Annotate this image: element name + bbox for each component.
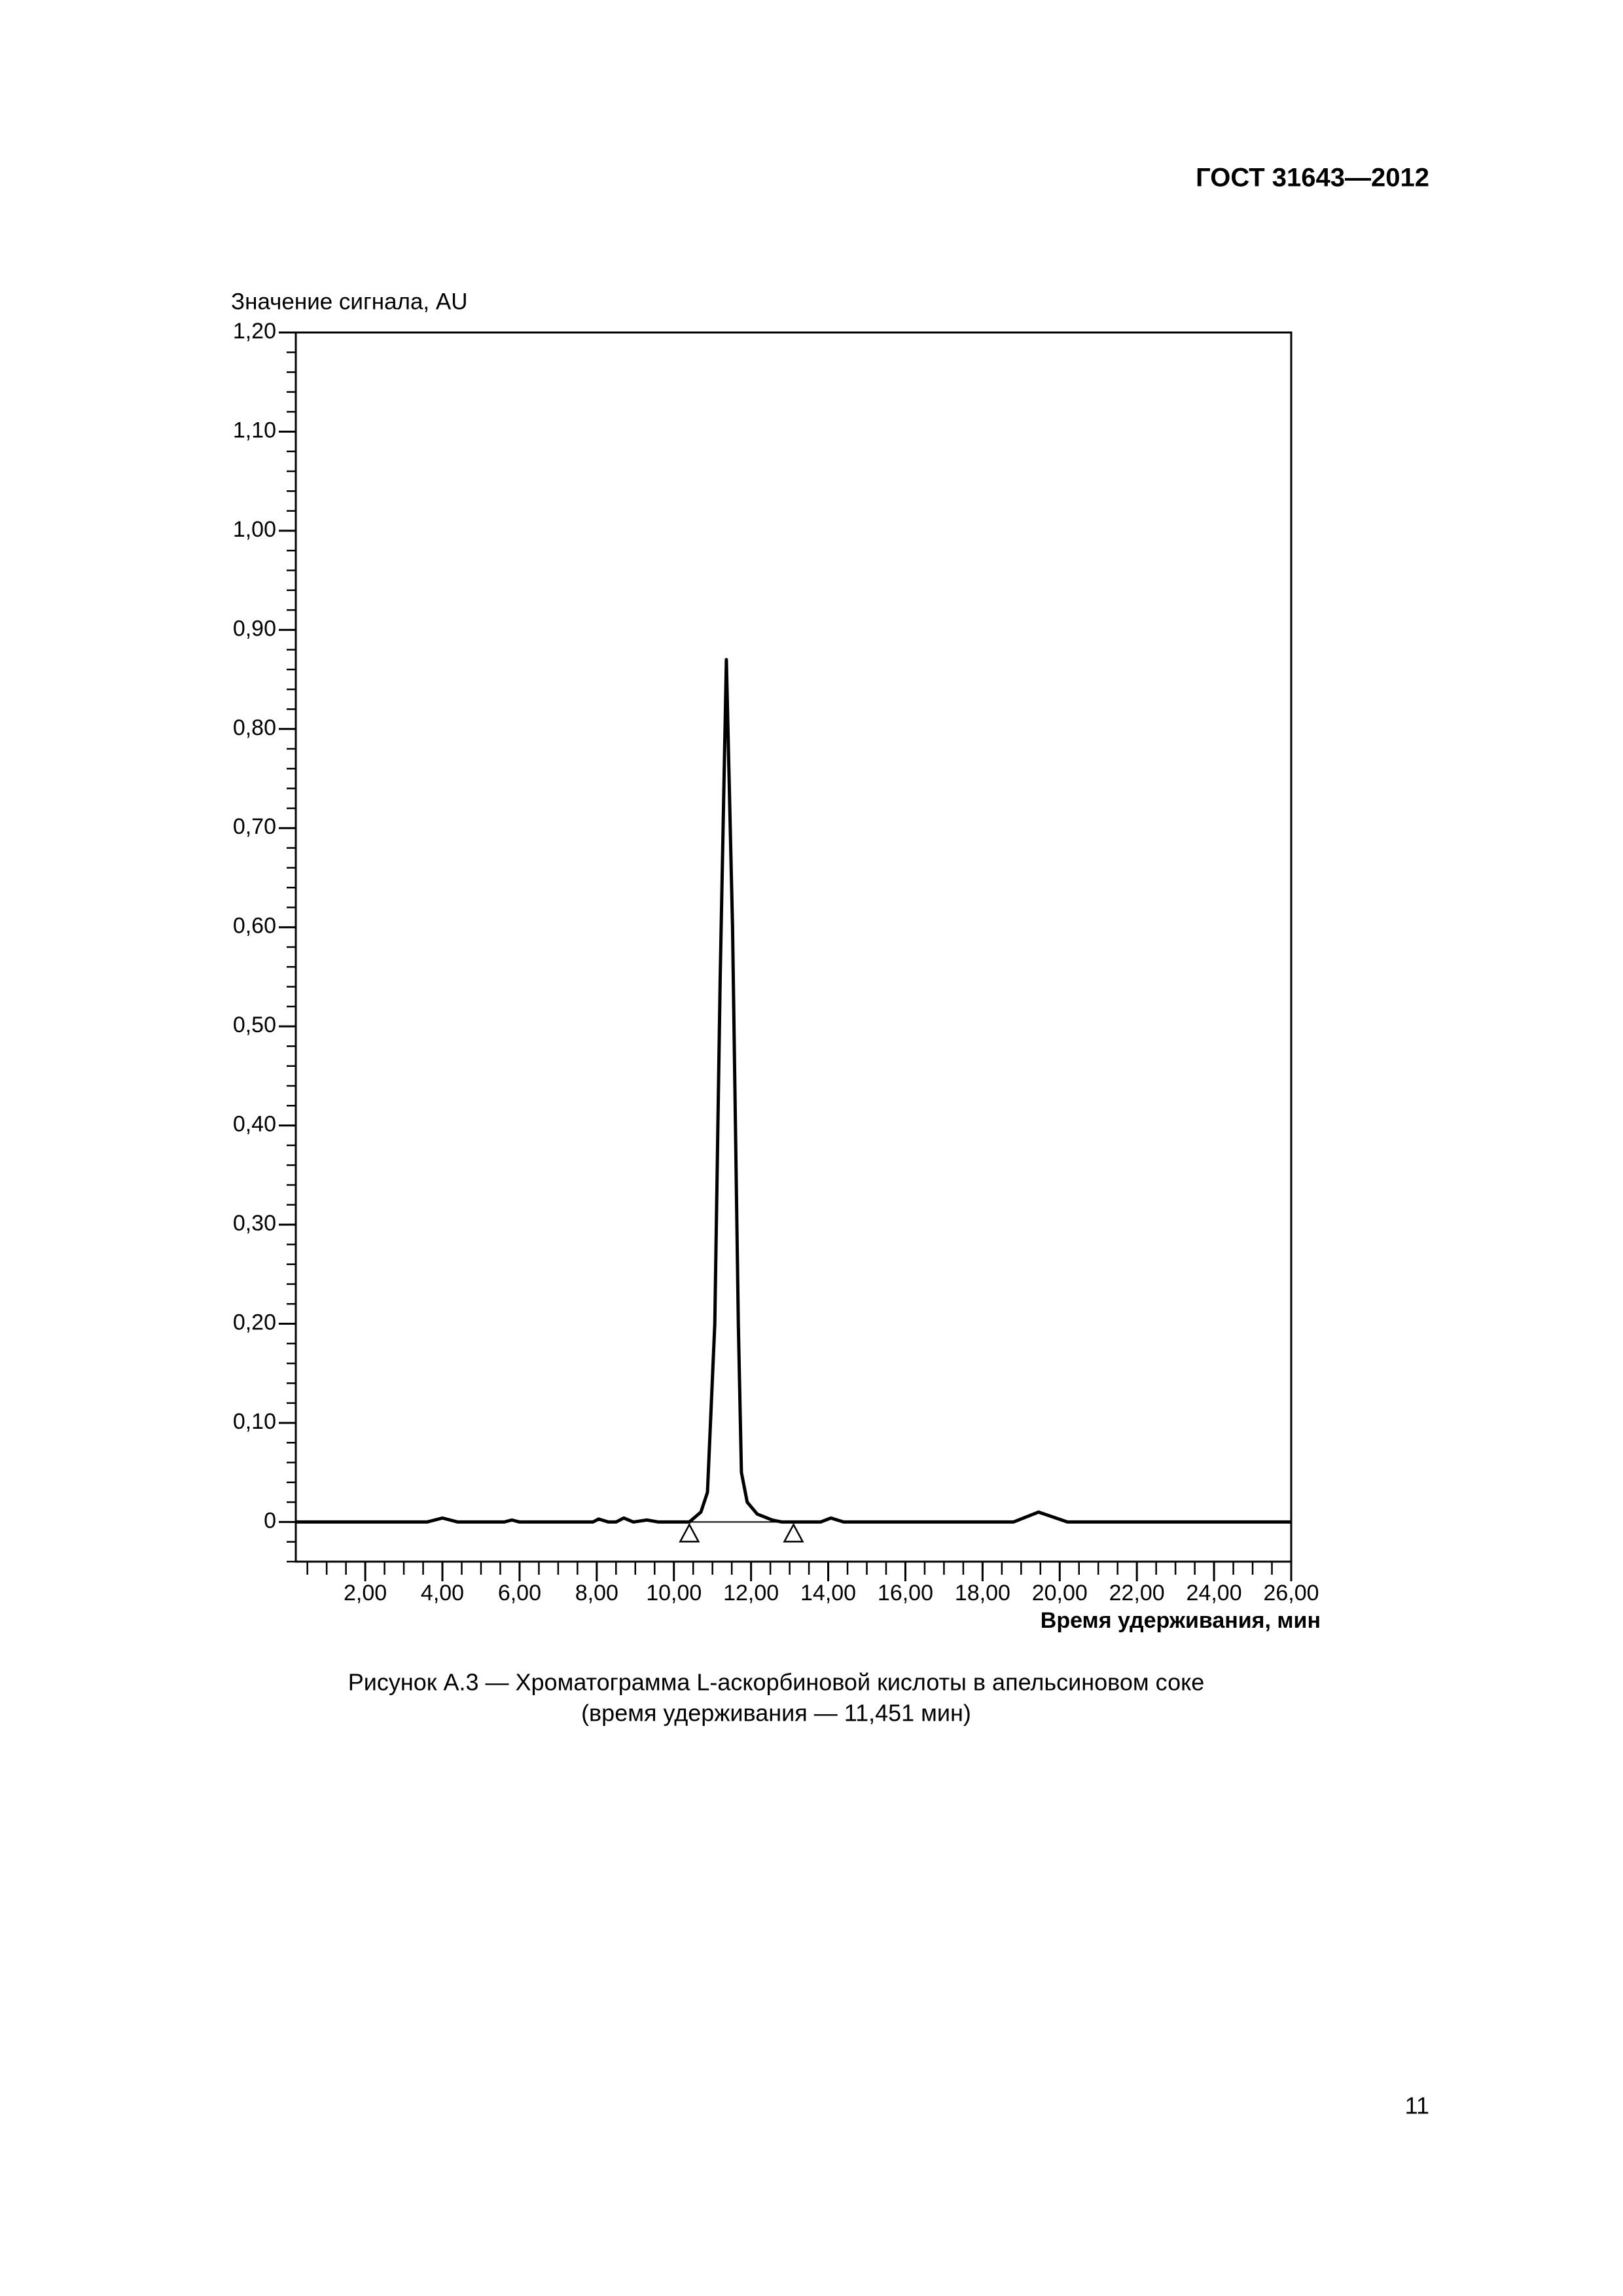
peak-marker — [679, 1522, 700, 1543]
x-tick-label: 6,00 — [498, 1581, 541, 1605]
x-tick-label: 2,00 — [344, 1581, 387, 1605]
x-tick-label: 8,00 — [575, 1581, 618, 1605]
y-tick-label: 0,60 — [233, 914, 276, 939]
y-tick-label: 0,50 — [233, 1013, 276, 1037]
x-tick-label: 14,00 — [800, 1581, 856, 1605]
page-number: 11 — [1405, 2092, 1429, 2119]
y-tick-label: 1,00 — [233, 517, 276, 542]
x-tick-label: 4,00 — [421, 1581, 464, 1605]
y-tick-label: 0,40 — [233, 1112, 276, 1137]
y-tick-label: 1,10 — [233, 418, 276, 442]
x-tick-label: 20,00 — [1032, 1581, 1088, 1605]
y-tick-label: 0,20 — [233, 1310, 276, 1335]
header: ГОСТ 31643—2012 — [1196, 164, 1429, 192]
x-tick-label: 10,00 — [646, 1581, 702, 1605]
y-tick-label: 0,10 — [233, 1409, 276, 1434]
plot-frame — [294, 331, 1293, 1563]
y-tick-label: 0,80 — [233, 715, 276, 740]
caption-line: (время удерживания — 11,451 мин) — [581, 1700, 971, 1727]
y-axis-title: Значение сигнала, AU — [231, 289, 468, 314]
x-tick-label: 12,00 — [723, 1581, 779, 1605]
x-tick-label: 24,00 — [1186, 1581, 1242, 1605]
x-tick-label: 26,00 — [1263, 1581, 1319, 1605]
y-tick-label: 0 — [264, 1508, 276, 1533]
y-tick-label: 0,70 — [233, 814, 276, 839]
x-tick-label: 18,00 — [955, 1581, 1010, 1605]
y-tick-label: 0,90 — [233, 616, 276, 641]
y-tick-label: 0,30 — [233, 1211, 276, 1236]
y-tick-label: 1,20 — [233, 319, 276, 344]
peak-marker — [783, 1522, 804, 1543]
x-tick-label: 16,00 — [878, 1581, 933, 1605]
signal-line — [296, 658, 1291, 1524]
x-axis-title: Время удерживания, мин — [1041, 1608, 1321, 1633]
caption-line: Рисунок А.3 — Хроматограмма L-аскорбинов… — [348, 1669, 1205, 1696]
x-tick-label: 22,00 — [1109, 1581, 1165, 1605]
